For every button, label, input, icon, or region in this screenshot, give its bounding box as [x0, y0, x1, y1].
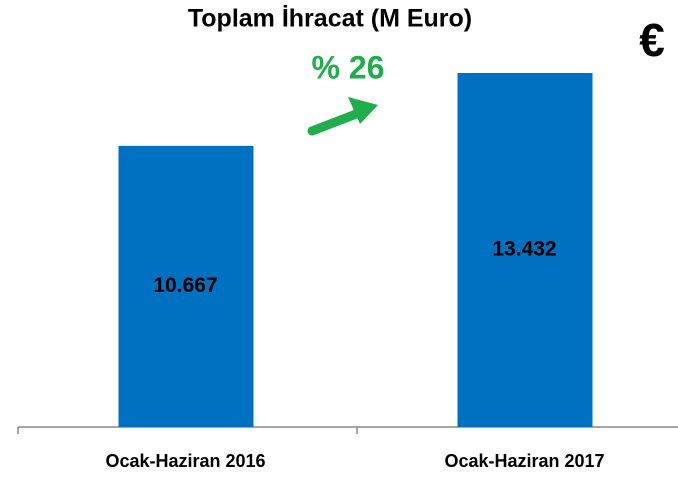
bar — [457, 73, 593, 427]
currency-annotation: € — [639, 14, 665, 66]
chart-title: Toplam İhracat (M Euro) — [188, 5, 472, 33]
value-label: 13.432 — [492, 238, 556, 261]
growth-annotation: % 26 — [312, 49, 385, 85]
x-tick-label: Ocak-Haziran 2016 — [105, 451, 265, 471]
x-tick-label: Ocak-Haziran 2017 — [444, 451, 604, 471]
growth-arrow — [307, 97, 378, 136]
value-label: 10.667 — [153, 274, 217, 297]
bar — [118, 145, 254, 427]
